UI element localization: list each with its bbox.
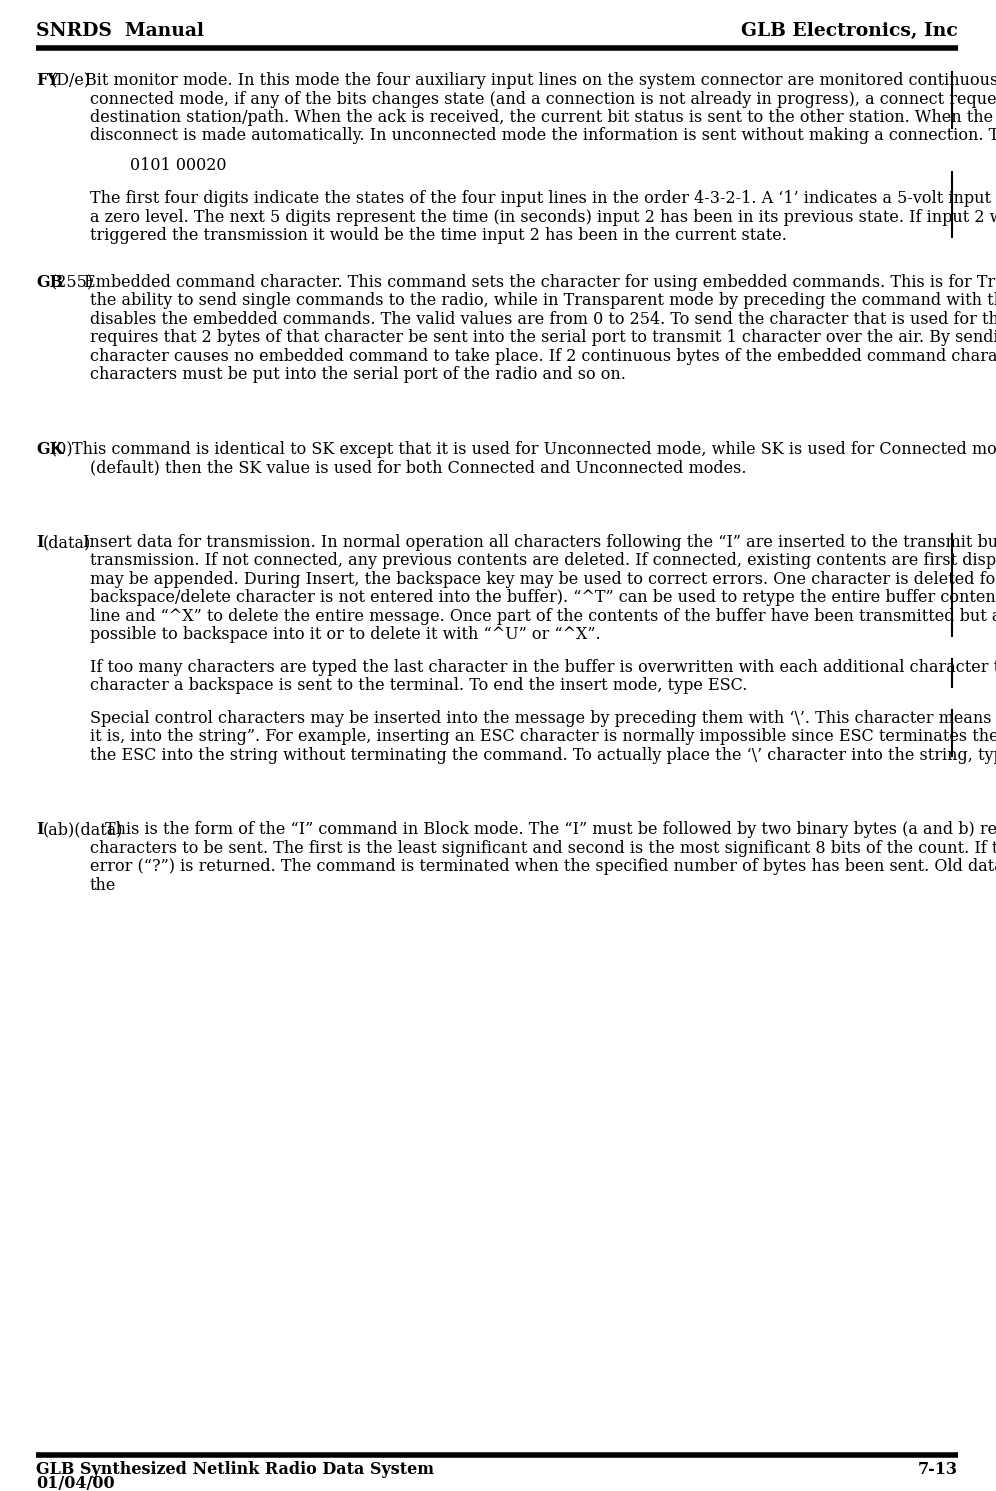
Text: This is the form of the “I” command in Block mode. The “I” must be followed by t: This is the form of the “I” command in B… (105, 822, 996, 838)
Text: character causes no embedded command to take place. If 2 continuous bytes of the: character causes no embedded command to … (90, 347, 996, 365)
Text: connected mode, if any of the bits changes state (and a connection is not alread: connected mode, if any of the bits chang… (90, 91, 996, 107)
Text: requires that 2 bytes of that character be sent into the serial port to transmit: requires that 2 bytes of that character … (90, 330, 996, 346)
Text: 7-13: 7-13 (918, 1461, 958, 1478)
Text: 0101 00020: 0101 00020 (130, 157, 226, 174)
Text: the: the (90, 877, 117, 895)
Text: it is, into the string”. For example, inserting an ESC character is normally imp: it is, into the string”. For example, in… (90, 729, 996, 746)
Text: line and “^X” to delete the entire message. Once part of the contents of the buf: line and “^X” to delete the entire messa… (90, 608, 996, 625)
Text: (default) then the SK value is used for both Connected and Unconnected modes.: (default) then the SK value is used for … (90, 459, 746, 477)
Text: a zero level. The next 5 digits represent the time (in seconds) input 2 has been: a zero level. The next 5 digits represen… (90, 209, 996, 227)
Text: I: I (36, 534, 44, 550)
Text: If too many characters are typed the last character in the buffer is overwritten: If too many characters are typed the las… (90, 659, 996, 675)
Text: backspace/delete character is not entered into the buffer). “^T” can be used to : backspace/delete character is not entere… (90, 589, 996, 607)
Text: GB: GB (36, 274, 63, 291)
Text: the ability to send single commands to the radio, while in Transparent mode by p: the ability to send single commands to t… (90, 292, 996, 310)
Text: (ab)(data): (ab)(data) (43, 822, 124, 838)
Text: possible to backspace into it or to delete it with “^U” or “^X”.: possible to backspace into it or to dele… (90, 626, 601, 644)
Text: (D/e): (D/e) (50, 72, 91, 89)
Text: I: I (36, 822, 44, 838)
Text: GLB Synthesized Netlink Radio Data System: GLB Synthesized Netlink Radio Data Syste… (36, 1461, 434, 1478)
Text: GLB Electronics, Inc: GLB Electronics, Inc (741, 22, 958, 40)
Text: character a backspace is sent to the terminal. To end the insert mode, type ESC.: character a backspace is sent to the ter… (90, 677, 747, 695)
Text: Bit monitor mode. In this mode the four auxiliary input lines on the system conn: Bit monitor mode. In this mode the four … (85, 72, 996, 89)
Text: Insert data for transmission. In normal operation all characters following the “: Insert data for transmission. In normal … (83, 534, 996, 550)
Text: destination station/path. When the ack is received, the current bit status is se: destination station/path. When the ack i… (90, 109, 996, 127)
Text: Embedded command character. This command sets the character for using embedded c: Embedded command character. This command… (84, 274, 996, 291)
Text: 01/04/00: 01/04/00 (36, 1475, 115, 1491)
Text: may be appended. During Insert, the backspace key may be used to correct errors.: may be appended. During Insert, the back… (90, 571, 996, 587)
Text: (data): (data) (43, 534, 92, 550)
Text: (0): (0) (50, 441, 73, 458)
Text: The first four digits indicate the states of the four input lines in the order 4: The first four digits indicate the state… (90, 191, 996, 207)
Text: (255): (255) (50, 274, 94, 291)
Text: This command is identical to SK except that it is used for Unconnected mode, whi: This command is identical to SK except t… (72, 441, 996, 458)
Text: triggered the transmission it would be the time input 2 has been in the current : triggered the transmission it would be t… (90, 228, 787, 245)
Text: GK: GK (36, 441, 64, 458)
Text: disables the embedded commands. The valid values are from 0 to 254. To send the : disables the embedded commands. The vali… (90, 312, 996, 328)
Text: characters must be put into the serial port of the radio and so on.: characters must be put into the serial p… (90, 367, 625, 383)
Text: SNRDS  Manual: SNRDS Manual (36, 22, 204, 40)
Text: transmission. If not connected, any previous contents are deleted. If connected,: transmission. If not connected, any prev… (90, 552, 996, 570)
Text: error (“?”) is returned. The command is terminated when the specified number of : error (“?”) is returned. The command is … (90, 859, 996, 875)
Text: characters to be sent. The first is the least significant and second is the most: characters to be sent. The first is the … (90, 839, 996, 857)
Text: FY: FY (36, 72, 59, 89)
Text: disconnect is made automatically. In unconnected mode the information is sent wi: disconnect is made automatically. In unc… (90, 128, 996, 145)
Text: the ESC into the string without terminating the command. To actually place the ‘: the ESC into the string without terminat… (90, 747, 996, 763)
Text: Special control characters may be inserted into the message by preceding them wi: Special control characters may be insert… (90, 710, 996, 728)
